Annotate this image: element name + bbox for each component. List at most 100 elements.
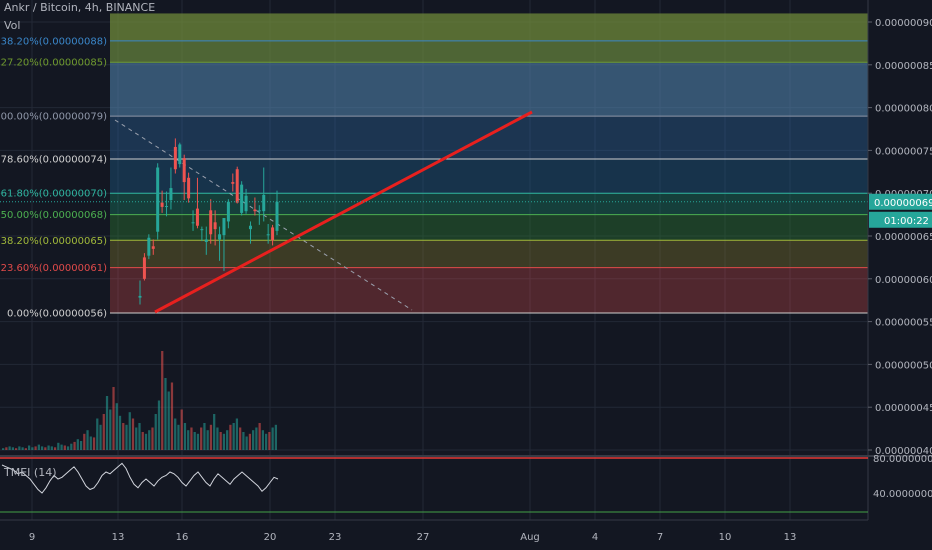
volume-bar — [261, 430, 265, 450]
countdown-label: 01:00:22 — [884, 216, 929, 227]
candle-body — [240, 184, 244, 213]
volume-bar — [34, 446, 37, 450]
candle-body — [222, 218, 226, 236]
volume-bar — [157, 400, 161, 450]
fib-level-label: 78.60%(0.00000074) — [1, 154, 107, 165]
volume-bar — [5, 447, 8, 450]
volume-bar — [141, 432, 144, 450]
countdown-tag — [869, 211, 932, 228]
volume-bar — [89, 436, 92, 450]
volume-label[interactable]: Vol — [4, 19, 21, 32]
volume-bar — [60, 444, 63, 450]
volume-bar — [131, 418, 135, 450]
volume-bar — [222, 433, 226, 450]
x-tick-label: 7 — [657, 532, 663, 543]
volume-bar — [24, 448, 27, 450]
volume-bar — [255, 427, 258, 450]
volume-bar — [11, 447, 14, 450]
y-tick-label: 0.00000045 — [875, 403, 932, 414]
candle-body — [151, 246, 155, 249]
volume-bar — [47, 445, 50, 450]
volume-bar — [92, 437, 96, 450]
y-tick-label: 0.00000065 — [875, 232, 932, 243]
x-tick-label: 20 — [264, 532, 277, 543]
x-tick-label: 13 — [112, 532, 125, 543]
volume-bar — [235, 418, 239, 450]
volume-bar — [187, 430, 190, 450]
fib-zone — [110, 214, 868, 241]
x-tick-label: 9 — [29, 532, 35, 543]
candle-body — [226, 201, 230, 222]
volume-bar — [128, 412, 131, 450]
candle-body — [156, 167, 160, 232]
y-tick-label: 0.00000080 — [875, 104, 932, 115]
x-tick-label: 16 — [176, 532, 189, 543]
fib-level-label: 61.80%(0.00000070) — [1, 189, 107, 200]
last-price-label: 0.00000069 — [874, 198, 932, 209]
x-tick-label: 10 — [719, 532, 732, 543]
indicator-label[interactable]: TMEI (14) — [4, 466, 57, 479]
volume-bar — [252, 430, 255, 450]
volume-bar — [219, 432, 222, 450]
candle-body — [195, 208, 199, 226]
volume-bar — [37, 444, 40, 450]
candle-body — [231, 182, 235, 184]
volume-bar — [73, 441, 76, 450]
volume-bar — [79, 441, 83, 450]
x-tick-label: Aug — [520, 532, 540, 543]
candle-body — [275, 201, 279, 231]
volume-bar — [122, 423, 125, 450]
candle-body — [253, 209, 257, 212]
volume-bar — [161, 351, 164, 450]
volume-bar — [44, 447, 47, 450]
candle-body — [138, 295, 142, 298]
candle-body — [204, 239, 208, 242]
x-tick-label: 23 — [329, 532, 342, 543]
volume-bar — [200, 427, 203, 450]
candle-body — [218, 234, 222, 240]
volume-bar — [274, 424, 277, 450]
fib-level-label: 0.00%(0.00000056) — [7, 309, 107, 320]
volume-bar — [40, 446, 44, 450]
candle-body — [160, 202, 164, 207]
volume-bar — [268, 432, 271, 450]
volume-bar — [31, 447, 34, 450]
volume-bar — [63, 445, 66, 450]
fib-zone — [110, 13, 868, 41]
volume-bar — [125, 424, 128, 450]
volume-bar — [183, 423, 187, 450]
x-tick-label: 27 — [417, 532, 430, 543]
volume-bar — [177, 424, 180, 450]
volume-bar — [83, 433, 86, 450]
fib-zone — [110, 158, 868, 194]
candle-body — [266, 234, 270, 236]
volume-bar — [206, 430, 209, 450]
volume-bar — [135, 427, 138, 450]
volume-bar — [112, 387, 115, 450]
volume-bar — [118, 415, 122, 450]
candle-body — [248, 225, 252, 230]
volume-bar — [115, 403, 118, 450]
fib-zone — [110, 267, 868, 314]
last-price-tag — [869, 193, 932, 210]
candle-body — [178, 144, 182, 165]
volume-bar — [196, 433, 200, 450]
candle-body — [147, 237, 151, 256]
volume-bar — [213, 414, 216, 450]
y-tick-label: 0.00000050 — [875, 360, 932, 371]
candle-body — [213, 222, 217, 230]
volume-bar — [99, 424, 102, 450]
volume-bar — [193, 432, 196, 450]
y-tick-label: 0.00000090 — [875, 18, 932, 29]
volume-bar — [164, 378, 167, 450]
volume-bar — [265, 433, 268, 450]
candle-body — [244, 195, 248, 212]
symbol-title[interactable]: Ankr / Bitcoin, 4h, BINANCE — [4, 1, 156, 14]
volume-bar — [151, 427, 154, 450]
volume-bar — [2, 448, 5, 450]
volume-bar — [170, 382, 174, 450]
volume-bar — [148, 430, 151, 450]
volume-bar — [27, 445, 31, 450]
